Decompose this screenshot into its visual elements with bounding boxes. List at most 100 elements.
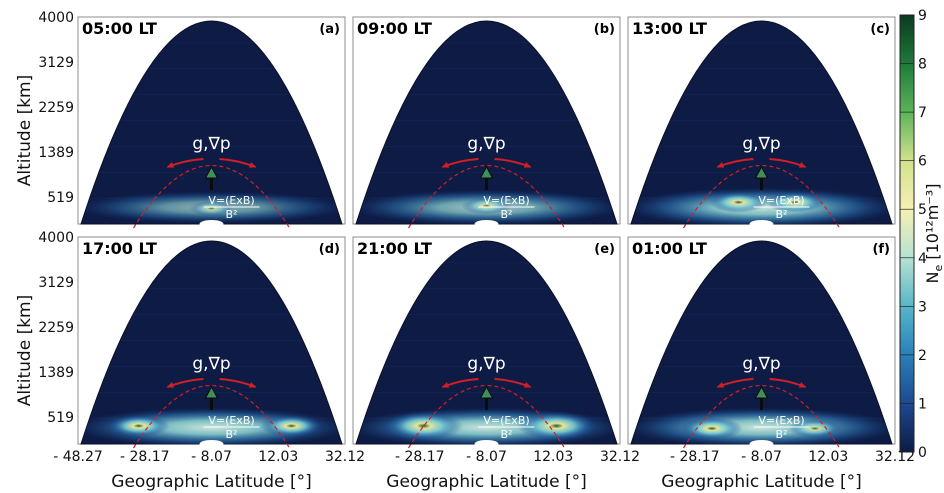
- drift-arrow-head: [479, 165, 494, 179]
- field-domain: [630, 20, 893, 225]
- forces-label: g,∇p: [467, 354, 505, 374]
- y-tick-label: 519: [47, 410, 74, 426]
- y-tick-label: 1389: [38, 145, 74, 161]
- earth-cap: [199, 220, 224, 228]
- panel-tag: (c): [870, 22, 890, 37]
- colorbar-tick-label: 7: [918, 105, 927, 121]
- velocity-numerator: V=(ExB): [208, 414, 254, 427]
- colorbar-tick-label: 8: [918, 57, 927, 73]
- density-peak: [107, 414, 170, 437]
- right-arrow: [769, 378, 807, 388]
- colorbar-tick-label: 2: [918, 348, 927, 364]
- x-tick-label: 32.12: [875, 449, 915, 465]
- velocity-denominator: B²: [226, 208, 238, 221]
- earth-cap: [474, 440, 499, 448]
- density-peak: [708, 191, 769, 213]
- left-arrow: [166, 158, 204, 168]
- left-arrow: [166, 378, 204, 388]
- forces-label: g,∇p: [742, 354, 780, 374]
- y-tick-label: 2259: [38, 100, 74, 116]
- velocity-denominator: B²: [501, 428, 513, 441]
- left-arrow: [716, 158, 754, 168]
- x-tick-label: - 28.17: [120, 449, 170, 465]
- left-arrow: [716, 378, 754, 388]
- y-tick-label: 2259: [38, 320, 74, 336]
- field-domain: [355, 240, 618, 445]
- x-tick-label: - 8.07: [191, 449, 232, 465]
- x-tick-label: - 28.17: [670, 449, 720, 465]
- field-domain: [80, 240, 343, 445]
- velocity-denominator: B²: [226, 428, 238, 441]
- left-arrow: [441, 378, 479, 388]
- panel-tag: (a): [319, 22, 340, 37]
- left-arrow: [441, 158, 479, 168]
- forces-label: g,∇p: [467, 134, 505, 154]
- colorbar-bar: [899, 14, 915, 453]
- velocity-denominator: B²: [501, 208, 513, 221]
- field-domain: [355, 20, 618, 225]
- x-tick-label: 12.03: [533, 449, 573, 465]
- x-tick-label: - 48.27: [53, 449, 103, 465]
- panel-e: g,∇p V=(ExB)B² 21:00 LT (e) - 28.17 - 8.07 12.…: [352, 236, 640, 465]
- x-tick-label: - 28.17: [395, 449, 445, 465]
- y-axis-label: Altitude [km]: [15, 295, 35, 407]
- field-domain: [80, 20, 343, 225]
- right-arrow: [494, 378, 532, 388]
- y-tick-label: 3129: [38, 55, 74, 71]
- right-arrow: [769, 158, 807, 168]
- forces-label: g,∇p: [192, 354, 230, 374]
- velocity-denominator: B²: [776, 428, 788, 441]
- forces-label: g,∇p: [742, 134, 780, 154]
- drift-arrow-head: [204, 385, 219, 399]
- drift-arrow-head: [754, 165, 769, 179]
- panel-tag: (d): [319, 242, 340, 257]
- x-axis-label: Geographic Latitude [°]: [111, 472, 311, 492]
- earth-cap: [474, 220, 499, 228]
- density-peak: [788, 419, 842, 438]
- panel-time: 01:00 LT: [632, 239, 707, 258]
- earth-cap: [199, 440, 224, 448]
- panel-time: 05:00 LT: [82, 19, 157, 38]
- colorbar-tick-label: 3: [918, 299, 927, 315]
- drift-arrow-head: [754, 385, 769, 399]
- colorbar-tick-label: 0: [918, 445, 927, 461]
- panel-tag: (b): [594, 22, 615, 37]
- panel-time: 13:00 LT: [632, 19, 707, 38]
- panel-c: g,∇p V=(ExB)B² 13:00 LT (c): [627, 16, 896, 229]
- density-peak: [260, 414, 323, 437]
- x-tick-label: 32.12: [600, 449, 640, 465]
- velocity-numerator: V=(ExB): [208, 194, 254, 207]
- panel-time: 17:00 LT: [82, 239, 157, 258]
- panel-d: g,∇p V=(ExB)B² 17:00 LT (d) 519 1389 2259 3129 4…: [38, 230, 365, 465]
- right-arrow: [494, 158, 532, 168]
- colorbar-tick-label: 1: [918, 396, 927, 412]
- x-tick-label: 32.12: [325, 449, 365, 465]
- x-tick-label: 12.03: [258, 449, 298, 465]
- earth-cap: [749, 220, 774, 228]
- x-axis-label: Geographic Latitude [°]: [386, 472, 586, 492]
- panel-a: g,∇p V=(ExB)B² 05:00 LT (a) 519 1389 2259 3129 4…: [38, 10, 346, 229]
- panel-tag: (f): [872, 242, 890, 257]
- right-arrow: [219, 378, 257, 388]
- drift-arrow-head: [204, 165, 219, 179]
- panel-b: g,∇p V=(ExB)B² 09:00 LT (b): [352, 16, 621, 229]
- y-tick-label: 519: [47, 190, 74, 206]
- velocity-denominator: B²: [776, 208, 788, 221]
- velocity-numerator: V=(ExB): [483, 194, 529, 207]
- colorbar-tick-label: 9: [918, 8, 927, 24]
- colorbar: 0 1 2 3 4 5 6 7 8 9 Ne [10¹²m⁻³]: [899, 8, 944, 461]
- velocity-numerator: V=(ExB): [483, 414, 529, 427]
- colorbar-label: Ne [10¹²m⁻³]: [923, 184, 944, 284]
- y-tick-label: 4000: [38, 10, 74, 26]
- velocity-numerator: V=(ExB): [758, 414, 804, 427]
- density-peak: [461, 197, 512, 215]
- panel-time: 21:00 LT: [357, 239, 432, 258]
- y-tick-label: 4000: [38, 230, 74, 246]
- y-tick-label: 1389: [38, 365, 74, 381]
- x-tick-label: - 8.07: [466, 449, 507, 465]
- y-axis-label: Altitude [km]: [15, 75, 35, 187]
- density-peak: [383, 411, 464, 441]
- density-peak: [680, 417, 743, 440]
- right-arrow: [219, 158, 257, 168]
